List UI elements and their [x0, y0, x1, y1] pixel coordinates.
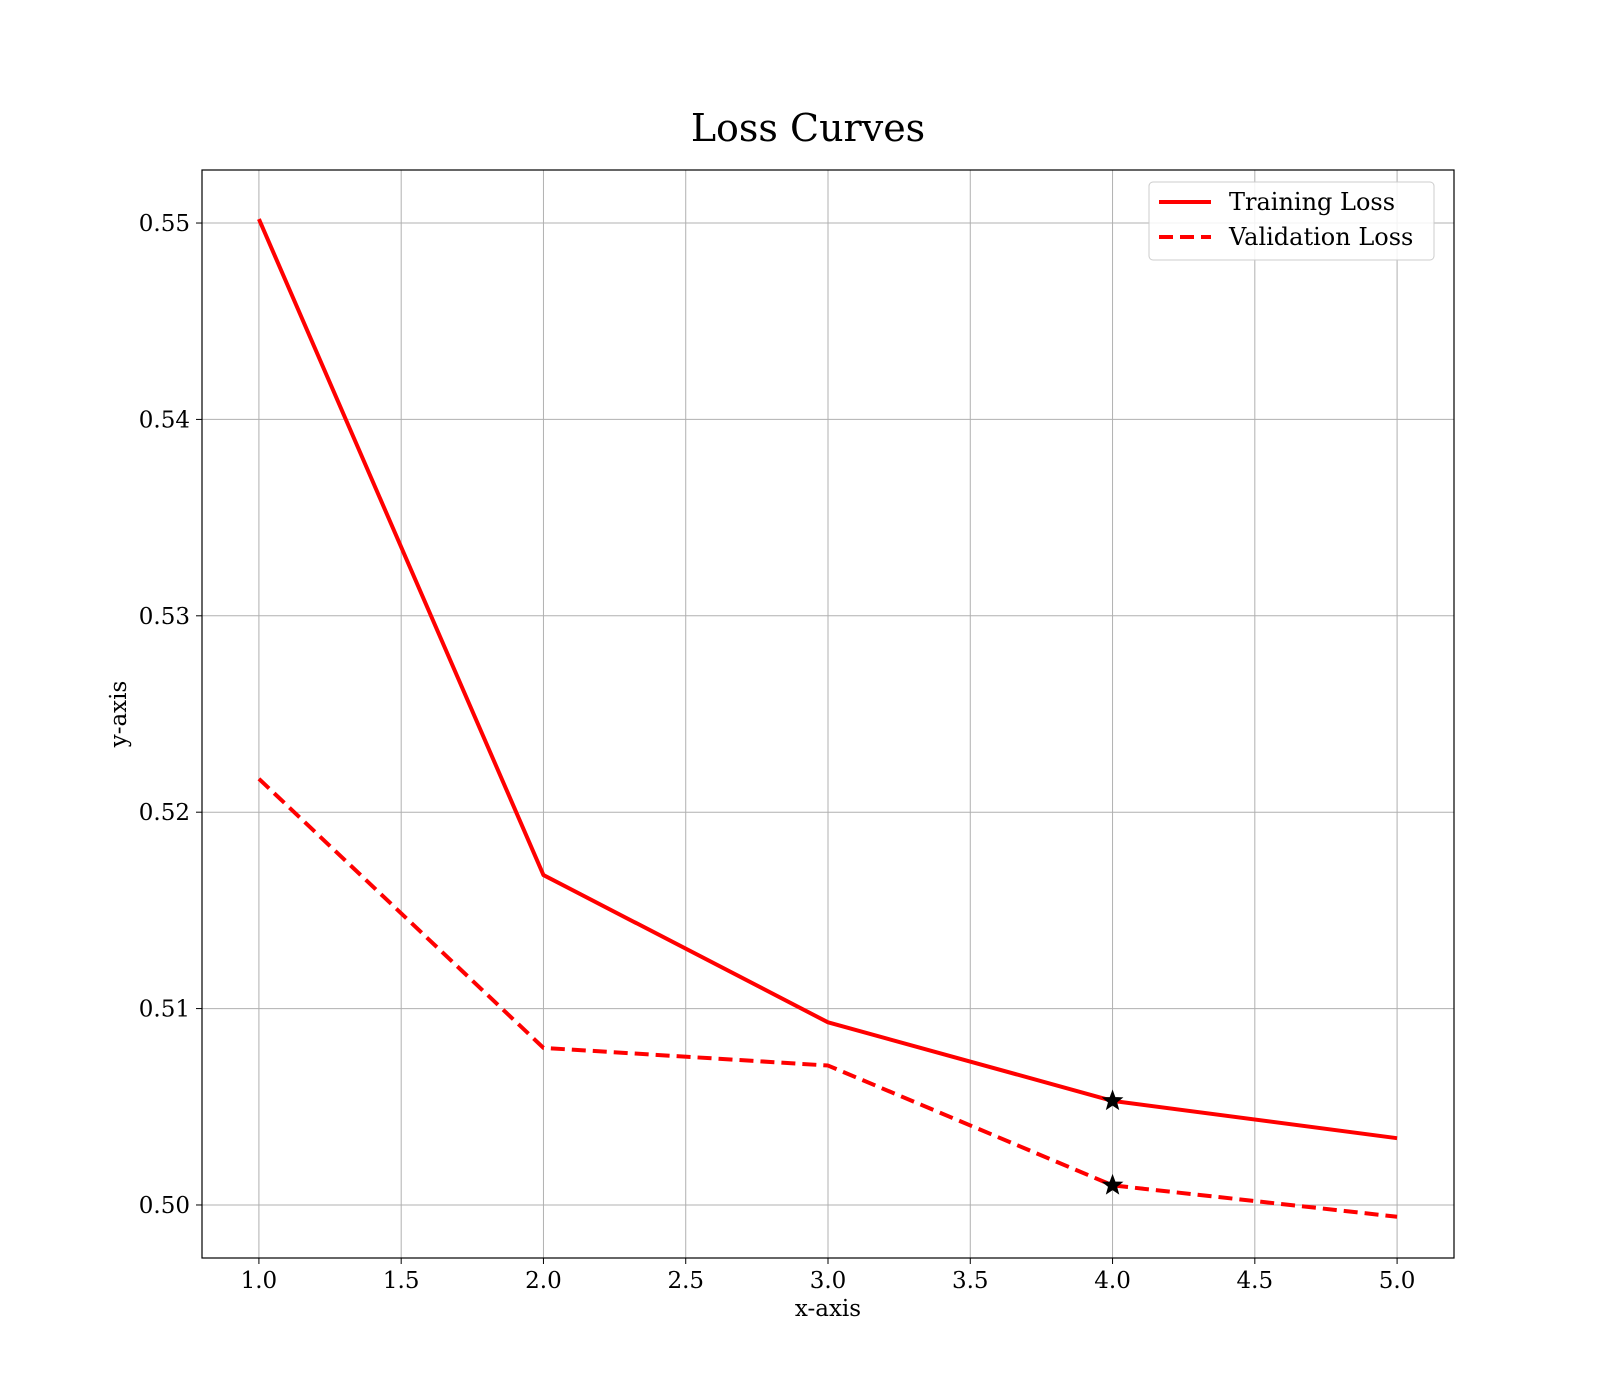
y-tick-label: 0.53 [139, 604, 190, 630]
x-tick-label: 4.0 [1094, 1268, 1131, 1294]
y-tick-label: 0.50 [139, 1193, 190, 1219]
x-tick-label: 2.5 [667, 1268, 704, 1294]
x-tick-label: 1.0 [241, 1268, 278, 1294]
validation-loss-star-marker [1101, 1173, 1124, 1195]
legend-label-validation-loss: Validation Loss [1228, 223, 1413, 251]
series-layer [257, 218, 1398, 1219]
x-tick-label: 4.5 [1237, 1268, 1274, 1294]
y-ticks: 0.50 0.51 0.52 0.53 0.54 0.55 [139, 211, 202, 1219]
x-tick-label: 5.0 [1379, 1268, 1416, 1294]
validation-loss-line [257, 777, 1398, 1219]
x-axis-label: x-axis [795, 1296, 861, 1322]
x-tick-label: 3.0 [810, 1268, 847, 1294]
y-axis-label: y-axis [106, 681, 132, 749]
x-tick-label: 2.0 [525, 1268, 562, 1294]
x-tick-label: 1.5 [383, 1268, 420, 1294]
legend-box [1148, 181, 1435, 261]
legend: Training Loss Validation Loss [1148, 181, 1435, 261]
x-ticks: 1.0 1.5 2.0 2.5 3.0 3.5 4.0 4.5 5.0 [241, 1258, 1416, 1294]
training-loss-star-marker [1101, 1089, 1124, 1111]
chart-title: Loss Curves [691, 106, 925, 150]
y-tick-label: 0.54 [139, 407, 190, 433]
legend-label-training-loss: Training Loss [1229, 188, 1395, 216]
grid [202, 170, 1454, 1258]
training-loss-line [257, 218, 1398, 1141]
y-tick-label: 0.55 [139, 211, 190, 237]
x-tick-label: 3.5 [952, 1268, 989, 1294]
y-tick-label: 0.51 [139, 997, 190, 1023]
y-tick-label: 0.52 [139, 800, 190, 826]
